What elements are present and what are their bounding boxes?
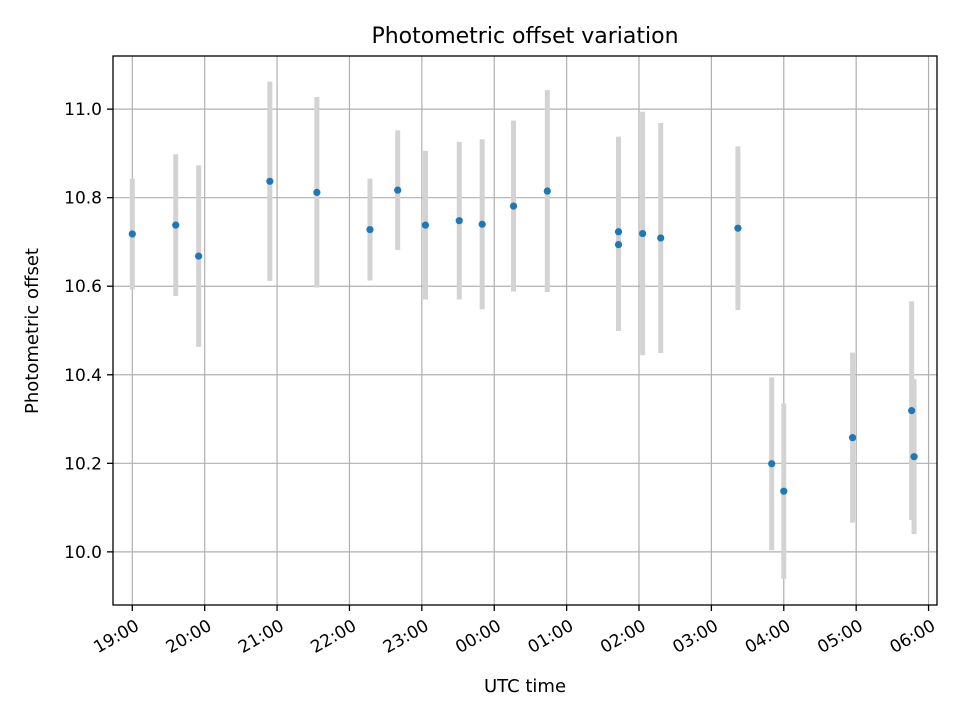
data-point — [657, 234, 665, 242]
data-point — [908, 407, 916, 415]
data-point — [172, 221, 180, 229]
data-point — [780, 487, 788, 495]
data-points — [128, 177, 918, 495]
data-point — [734, 224, 742, 232]
x-tick-label: 05:00 — [814, 616, 866, 658]
x-tick-label: 00:00 — [452, 616, 504, 658]
data-point — [266, 177, 274, 185]
data-point — [614, 241, 623, 249]
x-tick-label: 23:00 — [380, 616, 432, 658]
data-point — [848, 434, 857, 442]
x-tick-label: 20:00 — [163, 616, 215, 658]
data-point — [478, 220, 486, 228]
data-point — [313, 188, 321, 196]
data-point — [614, 228, 623, 236]
chart-title: Photometric offset variation — [371, 24, 678, 49]
x-axis-ticks: 19:00 20:00 21:00 22:00 23:00 00:00 01:00 02:00… — [90, 605, 939, 658]
grid — [113, 56, 937, 605]
data-point — [768, 460, 776, 468]
data-point — [195, 252, 203, 260]
y-tick-label: 10.4 — [64, 366, 102, 386]
data-point — [639, 229, 647, 238]
error-bars — [129, 81, 917, 579]
y-tick-label: 10.8 — [64, 189, 102, 209]
data-point — [421, 221, 430, 229]
y-tick-label: 10.0 — [64, 543, 102, 563]
data-point — [366, 225, 374, 234]
x-tick-label: 06:00 — [887, 616, 939, 658]
data-point — [128, 230, 136, 238]
x-axis-label: UTC time — [484, 676, 566, 697]
plot-frame — [112, 55, 938, 606]
data-point — [910, 453, 918, 461]
y-tick-label: 11.0 — [64, 100, 102, 120]
data-point — [509, 202, 518, 210]
x-tick-label: 19:00 — [90, 616, 142, 658]
x-tick-label: 02:00 — [597, 616, 649, 658]
data-point — [394, 186, 402, 194]
x-tick-label: 22:00 — [308, 616, 360, 658]
y-axis-ticks: 10.0 10.2 10.4 10.6 10.8 11.0 — [64, 100, 113, 563]
y-tick-label: 10.2 — [64, 454, 102, 474]
x-tick-label: 03:00 — [669, 616, 721, 658]
y-axis-label: Photometric offset — [22, 248, 43, 414]
y-tick-label: 10.6 — [64, 277, 102, 297]
x-tick-label: 04:00 — [742, 616, 794, 658]
x-tick-label: 21:00 — [235, 616, 287, 658]
data-point — [455, 217, 463, 225]
data-point — [543, 187, 551, 195]
x-tick-label: 01:00 — [525, 616, 577, 658]
